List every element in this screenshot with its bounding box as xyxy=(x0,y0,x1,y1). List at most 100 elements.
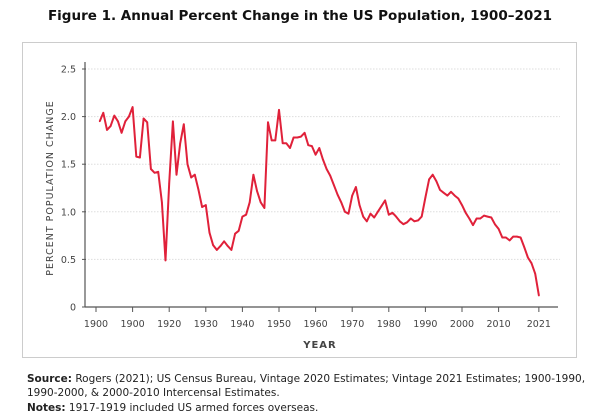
data-point xyxy=(201,206,203,208)
data-point xyxy=(417,219,419,222)
data-point xyxy=(267,121,269,124)
data-point xyxy=(289,147,291,149)
data-point xyxy=(420,215,423,218)
data-point xyxy=(128,115,130,118)
data-point xyxy=(146,121,149,124)
data-point xyxy=(344,211,346,213)
data-point xyxy=(505,236,507,239)
data-point xyxy=(150,168,152,170)
chart-title: Figure 1. Annual Percent Change in the U… xyxy=(47,8,553,24)
source-label: Source: xyxy=(27,373,72,385)
y-tick-label: 2.0 xyxy=(61,112,76,123)
data-point xyxy=(278,109,280,111)
data-point xyxy=(439,189,441,191)
data-point xyxy=(318,147,321,149)
data-point xyxy=(409,217,412,220)
data-point xyxy=(190,176,192,179)
data-point xyxy=(351,194,354,197)
data-point xyxy=(395,215,397,218)
data-point xyxy=(523,246,526,248)
data-point xyxy=(120,131,123,134)
data-point xyxy=(325,168,328,170)
data-point xyxy=(435,180,438,183)
data-point xyxy=(237,230,240,232)
data-point xyxy=(168,182,170,185)
x-tick-label: 1970 xyxy=(340,319,364,330)
data-point xyxy=(194,173,196,176)
data-point xyxy=(259,201,262,204)
data-point xyxy=(497,228,500,230)
data-point xyxy=(205,204,207,206)
source-text: Rogers (2021); US Census Bureau, Vintage… xyxy=(27,373,586,399)
data-point xyxy=(212,244,214,246)
data-point xyxy=(479,217,482,220)
data-point xyxy=(208,231,211,234)
data-point xyxy=(442,191,445,194)
data-point xyxy=(139,156,141,159)
data-point xyxy=(366,220,368,223)
data-point xyxy=(384,199,386,202)
data-point xyxy=(336,193,339,196)
data-point xyxy=(355,186,357,188)
data-point xyxy=(219,245,222,247)
data-point xyxy=(248,201,251,204)
data-point xyxy=(186,163,189,165)
data-point xyxy=(486,215,489,218)
data-point xyxy=(245,213,247,216)
data-point xyxy=(131,106,134,108)
data-point xyxy=(307,144,310,146)
data-point xyxy=(483,214,485,217)
data-point xyxy=(538,294,540,297)
data-point xyxy=(329,174,332,177)
data-point xyxy=(519,236,522,239)
data-point xyxy=(472,224,474,226)
data-point xyxy=(501,236,504,239)
data-point xyxy=(285,142,288,145)
data-point xyxy=(424,196,427,199)
x-tick-label: 1980 xyxy=(377,319,401,330)
x-tick-label: 1920 xyxy=(157,319,181,330)
data-point xyxy=(223,240,225,243)
data-point xyxy=(322,158,324,161)
data-point xyxy=(98,120,101,123)
data-point xyxy=(256,190,258,192)
data-point xyxy=(300,135,302,138)
data-point xyxy=(241,215,244,218)
notes-text: 1917-1919 included US armed forces overs… xyxy=(65,402,319,414)
series-line xyxy=(98,106,540,296)
data-point xyxy=(461,204,463,206)
x-tick-label: 1940 xyxy=(230,319,254,330)
data-point xyxy=(153,171,156,174)
data-point xyxy=(369,212,372,215)
data-point xyxy=(402,223,405,225)
data-point xyxy=(311,145,313,147)
data-point xyxy=(453,194,456,197)
data-point xyxy=(398,220,401,223)
data-point xyxy=(534,272,536,275)
data-point xyxy=(450,191,452,193)
data-point xyxy=(303,131,306,134)
notes-label: Notes: xyxy=(27,402,66,414)
source-note: Source: Rogers (2021); US Census Bureau,… xyxy=(27,372,587,400)
data-point xyxy=(362,215,364,218)
data-point xyxy=(431,173,434,176)
y-axis-label: PERCENT POPULATION CHANGE xyxy=(45,100,56,276)
x-tick-label: 1930 xyxy=(194,319,218,330)
data-point xyxy=(175,173,178,176)
data-point xyxy=(230,249,233,251)
data-point xyxy=(314,153,317,156)
data-point xyxy=(183,123,185,126)
data-point xyxy=(490,216,493,219)
y-tick-label: 0.5 xyxy=(61,255,76,266)
data-point xyxy=(413,220,416,223)
x-tick-label: 1950 xyxy=(267,319,291,330)
x-tick-label: 1900 xyxy=(121,319,145,330)
data-point xyxy=(428,178,430,181)
data-point xyxy=(516,235,518,238)
x-tick-label: 2000 xyxy=(450,319,474,330)
data-point xyxy=(457,197,460,200)
data-point xyxy=(197,189,200,191)
data-point xyxy=(117,120,119,123)
data-point xyxy=(263,207,266,209)
x-axis-label: YEAR xyxy=(302,340,337,351)
